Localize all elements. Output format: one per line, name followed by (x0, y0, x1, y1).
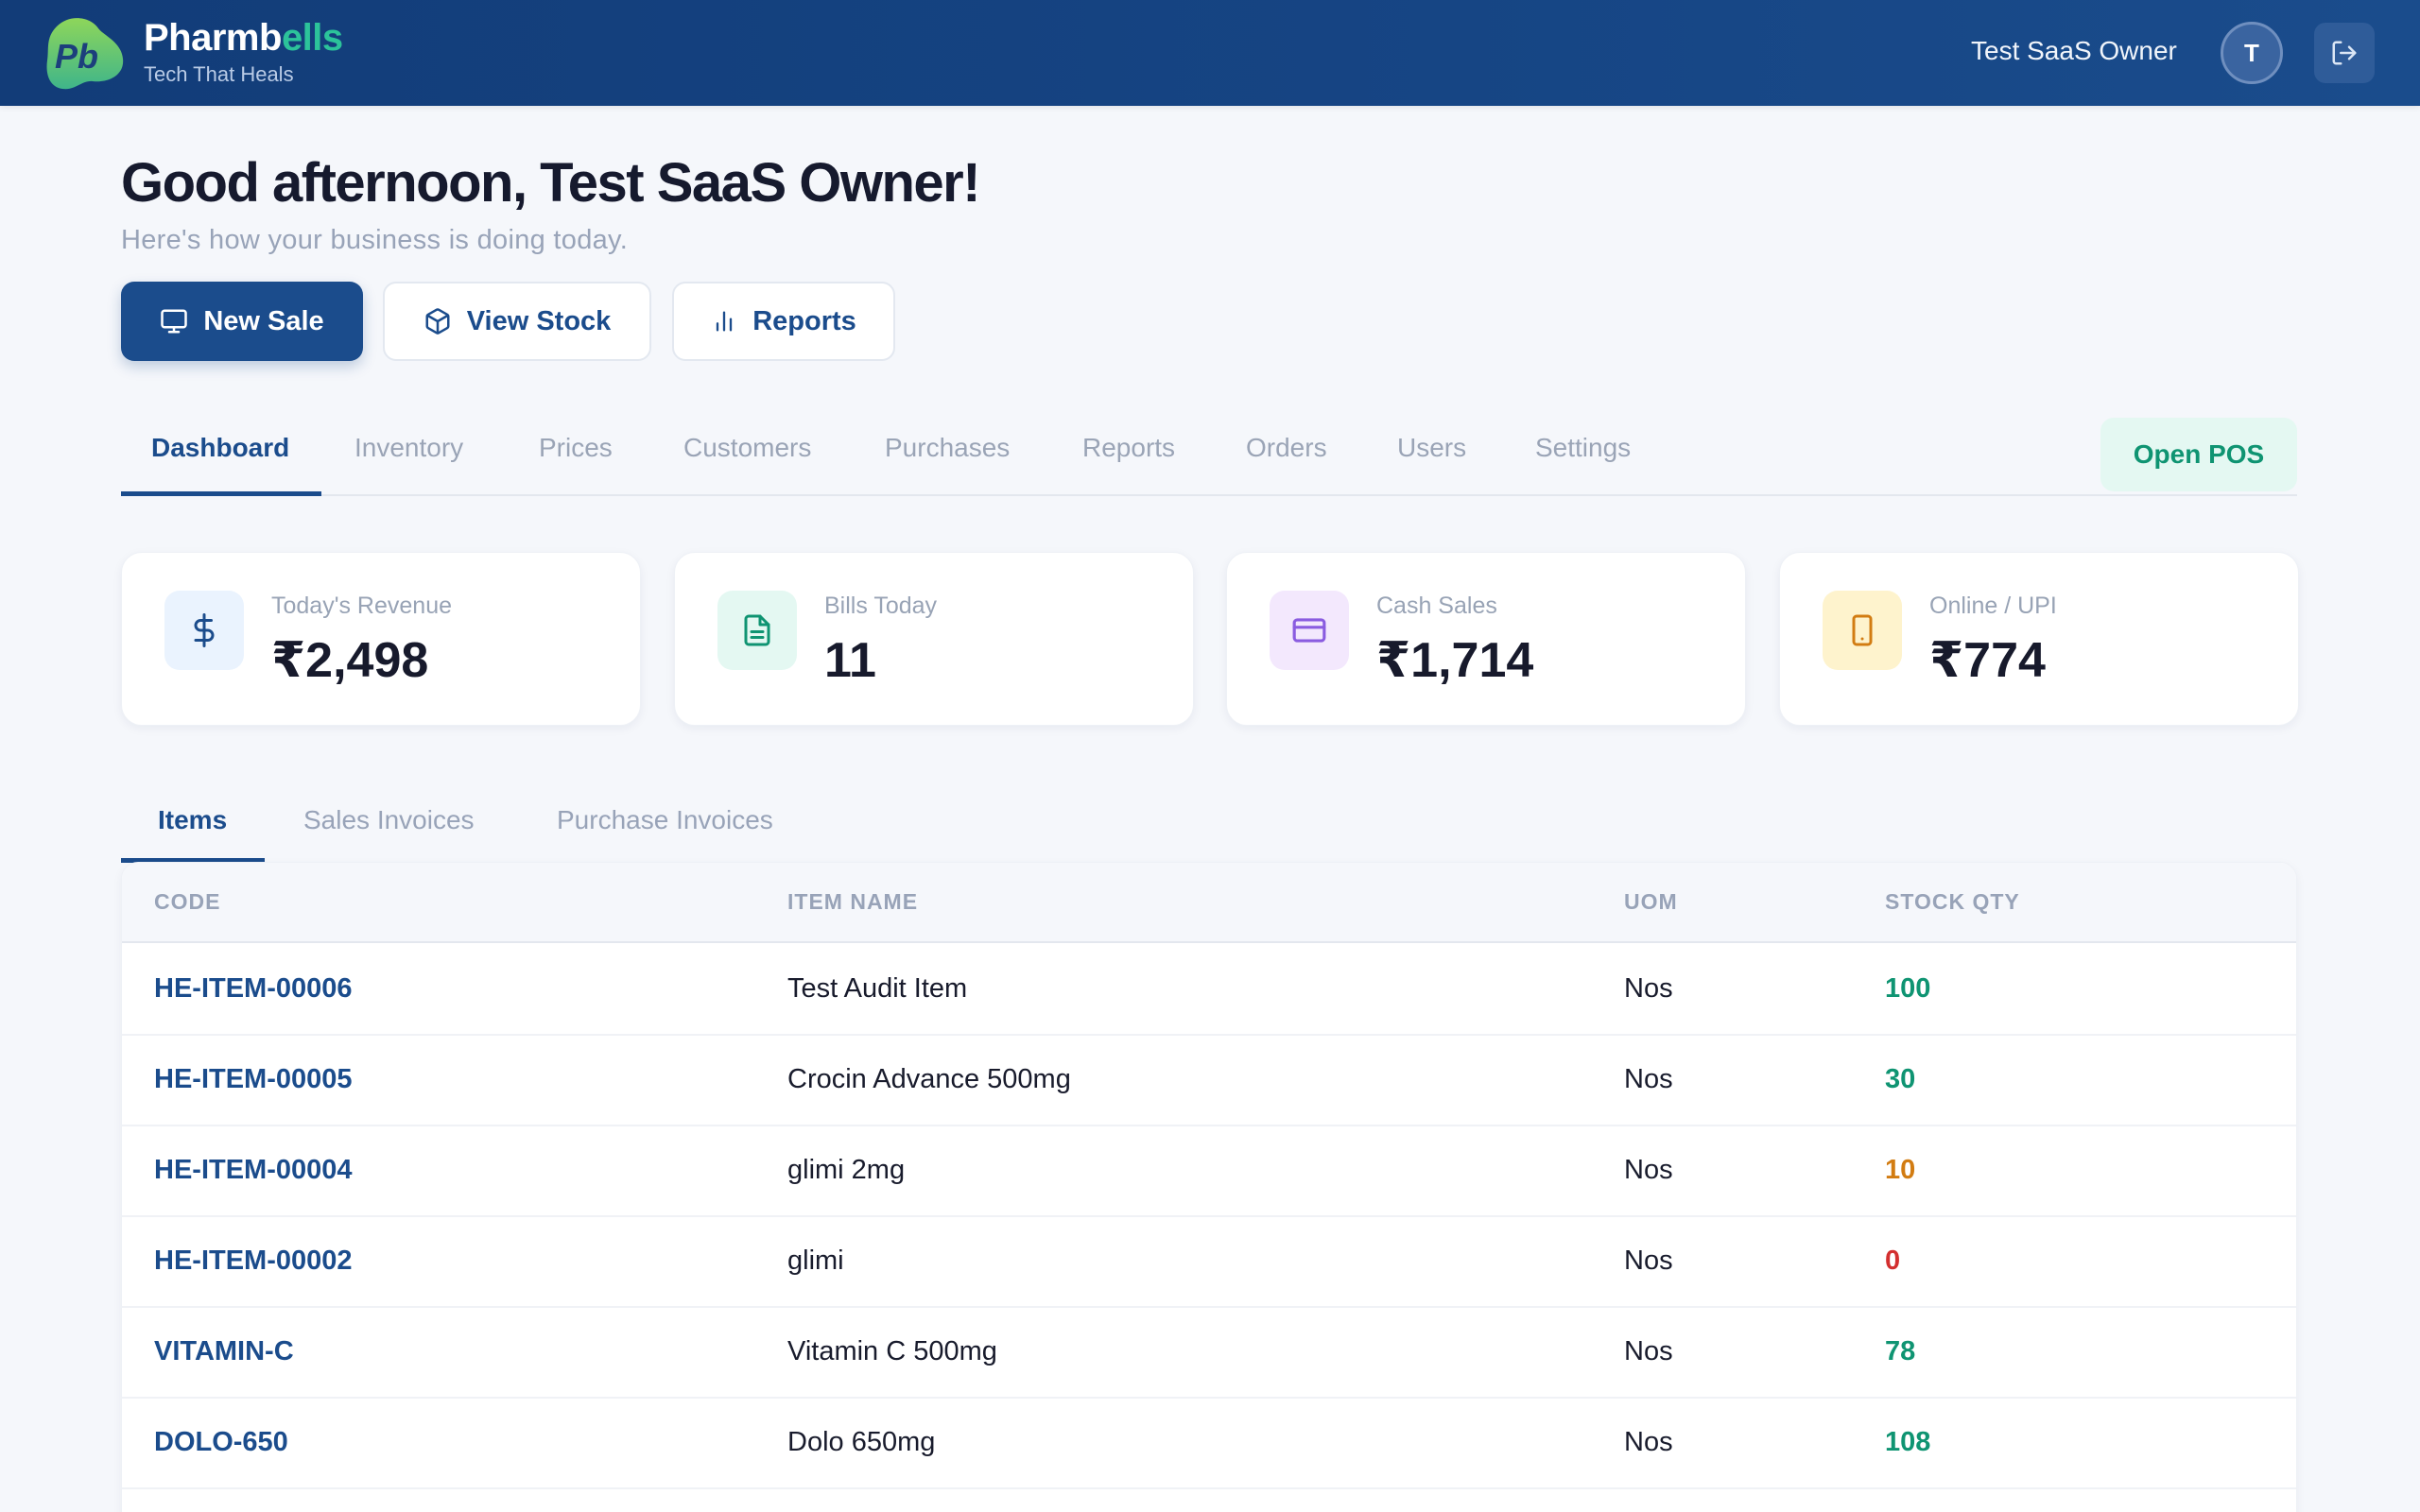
item-uom: Nos (1624, 1064, 1673, 1094)
dollar-icon (164, 591, 244, 670)
item-stock-qty: 0 (1885, 1246, 1901, 1276)
item-name: glimi (787, 1246, 844, 1276)
tab-purchases[interactable]: Purchases (885, 433, 1011, 462)
tab-customers[interactable]: Customers (683, 433, 812, 462)
bar-chart-icon (717, 311, 733, 332)
table-row[interactable]: DOLO-650 Dolo 650mg Nos 108 (122, 1399, 2296, 1489)
stat-label: Today's Revenue (271, 593, 453, 619)
reports-button[interactable]: Reports (672, 282, 895, 361)
column-header-uom[interactable]: UOM (1624, 889, 1678, 914)
data-tabs: Items Sales Invoices Purchase Invoices (121, 794, 2297, 863)
stat-label: Cash Sales (1376, 593, 1497, 619)
stat-value: ₹1,714 (1376, 633, 1534, 688)
smartphone-icon (1823, 591, 1902, 670)
monitor-icon (161, 309, 188, 334)
table-header: CODE ITEM NAME UOM STOCK QTY (122, 863, 2296, 943)
view-stock-label: View Stock (466, 305, 612, 336)
tab-purchase-invoices[interactable]: Purchase Invoices (557, 805, 773, 834)
view-stock-button[interactable]: View Stock (383, 282, 651, 361)
stat-card-bills: Bills Today 11 (674, 552, 1194, 726)
item-name: Crocin Advance 500mg (787, 1064, 1071, 1094)
logout-button[interactable] (2314, 23, 2375, 83)
open-pos-button[interactable]: Open POS (2100, 418, 2297, 491)
document-icon (717, 591, 797, 670)
item-name: Dolo 650mg (787, 1427, 936, 1457)
stat-value: 11 (824, 633, 876, 688)
item-code-link[interactable]: HE-ITEM-00002 (154, 1246, 353, 1276)
new-sale-button[interactable]: New Sale (121, 282, 363, 361)
tab-orders[interactable]: Orders (1246, 433, 1327, 462)
page-title: Good afternoon, Test SaaS Owner! (121, 152, 981, 214)
item-code-link[interactable]: DOLO-650 (154, 1427, 288, 1457)
item-code-link[interactable]: HE-ITEM-00004 (154, 1155, 353, 1185)
avatar[interactable]: T (2221, 22, 2283, 84)
active-tab-indicator (121, 491, 321, 496)
stat-card-online: Online / UPI ₹774 (1779, 552, 2299, 726)
item-uom: Nos (1624, 1336, 1673, 1366)
page-subtitle: Here's how your business is doing today. (121, 225, 629, 255)
item-stock-qty: 108 (1885, 1427, 1931, 1457)
brand-tagline: Tech That Heals (144, 62, 294, 86)
item-stock-qty: 78 (1885, 1336, 1916, 1366)
tab-items[interactable]: Items (158, 805, 228, 834)
stat-label: Bills Today (824, 593, 938, 619)
item-uom: Nos (1624, 1155, 1673, 1185)
table-row[interactable]: HE-ITEM-00004 glimi 2mg Nos 10 (122, 1126, 2296, 1217)
svg-text:Pb: Pb (55, 37, 98, 76)
user-name: Test SaaS Owner (1971, 36, 2177, 65)
active-subtab-indicator (121, 858, 265, 863)
stat-value: ₹2,498 (271, 633, 429, 688)
new-sale-label: New Sale (203, 305, 324, 336)
item-name: Test Audit Item (787, 973, 968, 1004)
item-code-link[interactable]: HE-ITEM-00005 (154, 1064, 353, 1094)
item-name: Vitamin C 500mg (787, 1336, 997, 1366)
top-header: Pb Pharmbells Tech That Heals Test SaaS … (0, 0, 2420, 106)
credit-card-icon (1270, 591, 1349, 670)
box-icon (425, 308, 450, 335)
item-uom: Nos (1624, 973, 1673, 1004)
tab-dashboard[interactable]: Dashboard (151, 433, 290, 462)
column-header-stock-qty[interactable]: STOCK QTY (1885, 889, 2020, 914)
tab-prices[interactable]: Prices (539, 433, 613, 462)
main-nav-tabs: Dashboard Inventory Prices Customers Pur… (121, 416, 2297, 496)
logo-icon: Pb (46, 18, 124, 90)
stat-card-cash: Cash Sales ₹1,714 (1226, 552, 1746, 726)
tab-reports[interactable]: Reports (1082, 433, 1176, 462)
column-header-code[interactable]: CODE (154, 889, 221, 914)
table-row[interactable]: HE-ITEM-00002 glimi Nos 0 (122, 1217, 2296, 1308)
tab-sales-invoices[interactable]: Sales Invoices (303, 805, 475, 834)
table-row[interactable]: HE-ITEM-00006 Test Audit Item Nos 100 (122, 945, 2296, 1036)
tab-inventory[interactable]: Inventory (354, 433, 464, 462)
stat-label: Online / UPI (1929, 593, 2057, 619)
table-row[interactable]: VITAMIN-C Vitamin C 500mg Nos 78 (122, 1308, 2296, 1399)
logout-icon (2332, 41, 2357, 65)
tab-users[interactable]: Users (1397, 433, 1467, 462)
item-stock-qty: 30 (1885, 1064, 1916, 1094)
item-code-link[interactable]: HE-ITEM-00006 (154, 973, 353, 1004)
item-stock-qty: 100 (1885, 973, 1931, 1004)
stat-value: ₹774 (1929, 633, 2046, 688)
item-stock-qty: 10 (1885, 1155, 1916, 1185)
tab-settings[interactable]: Settings (1535, 433, 1632, 462)
item-code-link[interactable]: VITAMIN-C (154, 1336, 294, 1366)
item-uom: Nos (1624, 1246, 1673, 1276)
table-row[interactable]: HE-ITEM-00005 Crocin Advance 500mg Nos 3… (122, 1036, 2296, 1126)
item-name: glimi 2mg (787, 1155, 906, 1185)
column-header-item-name[interactable]: ITEM NAME (787, 889, 919, 914)
stat-card-revenue: Today's Revenue ₹2,498 (121, 552, 641, 726)
reports-label: Reports (752, 305, 856, 336)
item-uom: Nos (1624, 1427, 1673, 1457)
items-table: CODE ITEM NAME UOM STOCK QTY HE-ITEM-000… (121, 862, 2297, 1512)
brand-name: Pharmbells (144, 17, 343, 59)
